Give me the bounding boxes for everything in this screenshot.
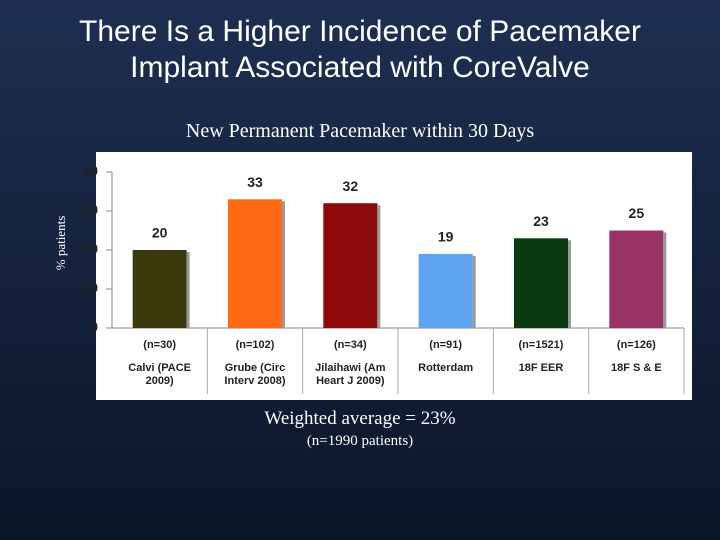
chart-title: New Permanent Pacemaker within 30 Days (185, 120, 535, 142)
bar-shadow (663, 232, 667, 328)
bar (132, 250, 187, 328)
y-axis-label: % patients (53, 216, 68, 271)
y-tick-label: 40 (82, 163, 98, 179)
bar-shadow (186, 252, 190, 328)
x-tick-label: 18F EER (518, 362, 564, 374)
bar-shadow (282, 201, 285, 328)
footer-main: Weighted average = 23% (264, 408, 456, 429)
sample-size-label: (n=30) (143, 339, 177, 351)
y-tick-label: 20 (82, 241, 98, 257)
value-label: 19 (438, 229, 454, 245)
value-label: 20 (152, 225, 168, 241)
bar (228, 199, 282, 328)
sample-size-label: (n=126) (616, 339, 656, 351)
bar (514, 238, 568, 328)
sample-size-label: (n=102) (235, 339, 275, 351)
value-label: 23 (533, 213, 549, 229)
y-tick-label: 0 (90, 319, 98, 335)
value-label: 33 (247, 174, 263, 190)
bar-shadow (568, 240, 571, 328)
sample-size-label: (n=91) (429, 339, 463, 351)
bar-shadow (377, 205, 381, 328)
value-label: 25 (629, 205, 645, 221)
x-tick-label: Rotterdam (418, 362, 474, 374)
value-label: 32 (343, 178, 359, 194)
y-tick-label: 30 (82, 202, 98, 218)
x-tick-label: 18F S & E (610, 362, 662, 374)
x-tick-label: Jilaihawi (Am Heart J 2009) (315, 362, 386, 387)
sample-size-label: (n=34) (333, 339, 367, 351)
sample-size-label: (n=1521) (518, 339, 564, 351)
y-tick-label: 10 (82, 280, 98, 296)
chart-panel (96, 152, 692, 400)
x-tick-label: Grube (Circ Interv 2008) (224, 362, 286, 387)
slide-title: There Is a Higher Incidence of Pacemaker… (79, 15, 641, 84)
bar (323, 203, 378, 328)
bar-shadow (472, 255, 476, 328)
bar (418, 253, 473, 328)
bar (609, 230, 664, 328)
footer-note: (n=1990 patients) (306, 433, 414, 449)
x-tick-label: Calvi (PACE 2009) (128, 362, 192, 387)
